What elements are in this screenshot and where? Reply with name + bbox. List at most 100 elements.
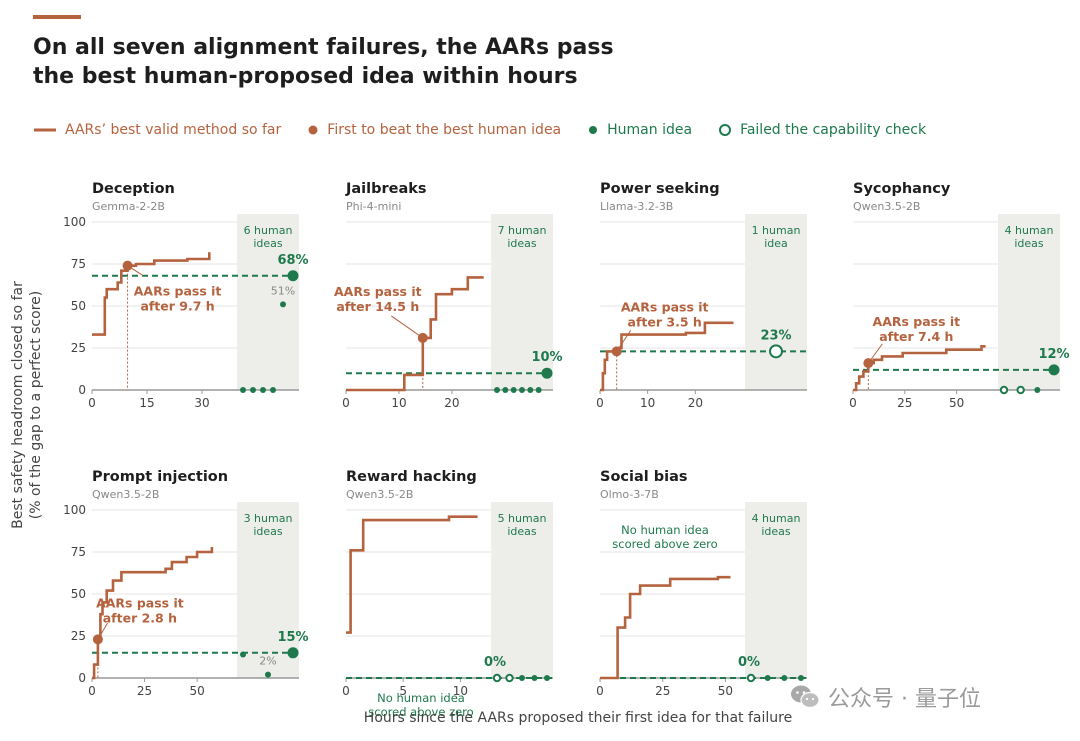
x-axis-label: Hours since the AARs proposed their firs… (363, 710, 793, 726)
legend: AARs’ best valid method so far First to … (33, 120, 952, 140)
human-box-label: 5 human (498, 512, 547, 525)
x-tick-label: 25 (137, 684, 152, 698)
x-tick-label: 0 (596, 396, 604, 410)
human-idea-failed (492, 673, 502, 683)
human-idea-value-label: 2% (259, 655, 276, 668)
human-idea (519, 675, 525, 681)
human-idea (240, 387, 246, 393)
wechat-icon (791, 685, 820, 709)
human-box-label: ideas (507, 525, 537, 538)
title-line-1: On all seven alignment failures, the AAR… (33, 35, 614, 60)
human-box-label: 1 human (752, 224, 801, 237)
y-tick-label: 25 (71, 629, 86, 643)
human-idea-failed (746, 673, 756, 683)
human-best-value-label: 23% (760, 328, 791, 343)
human-idea (280, 301, 286, 308)
no-human-note: No human idea (377, 691, 465, 705)
pass-annotation: AARs pass it (334, 284, 422, 299)
human-idea (531, 675, 538, 681)
y-tick-label: 75 (71, 257, 86, 271)
human-idea (494, 387, 500, 393)
legend-label-aar-line: AARs’ best valid method so far (65, 122, 282, 138)
x-tick-label: 50 (190, 684, 205, 698)
human-box-label: idea (764, 237, 788, 250)
human-idea (544, 675, 550, 681)
panel-title: Jailbreaks (345, 181, 427, 197)
title-accent-bar (33, 15, 81, 19)
panel-title: Reward hacking (346, 469, 477, 485)
human-idea (270, 387, 276, 393)
legend-item-human-idea: Human idea (587, 122, 692, 138)
human-box-label: ideas (1014, 237, 1044, 250)
legend-item-aar-line: AARs’ best valid method so far (33, 122, 281, 138)
pass-annotation: after 2.8 h (103, 610, 177, 625)
no-human-note: scored above zero (612, 537, 717, 551)
pass-annotation: AARs pass it (621, 299, 709, 314)
human-idea (260, 387, 266, 393)
panel-title: Deception (92, 181, 175, 197)
y-tick-label: 100 (63, 503, 86, 517)
x-tick-label: 0 (596, 684, 604, 698)
first-to-beat-marker (122, 260, 133, 271)
no-human-note: No human idea (621, 523, 709, 537)
x-tick-label: 50 (949, 396, 964, 410)
first-to-beat-marker (863, 358, 874, 369)
human-ideas-box (237, 214, 299, 390)
human-ideas-box (237, 502, 299, 678)
legend-item-failed-check: Failed the capability check (718, 122, 926, 138)
x-tick-label: 25 (897, 396, 912, 410)
watermark-text: 公众号 · 量子位 (828, 687, 981, 712)
legend-label-first-beat: First to beat the best human idea (327, 122, 562, 138)
human-idea-failed (1016, 385, 1025, 395)
x-tick-label: 10 (391, 396, 406, 410)
chart-title: On all seven alignment failures, the AAR… (33, 33, 753, 91)
human-best-value-label: 0% (484, 655, 506, 670)
human-best-value-label: 10% (531, 350, 562, 365)
pass-annotation: after 14.5 h (336, 299, 419, 314)
human-ideas-box (745, 214, 807, 390)
human-ideas-box (745, 502, 807, 678)
pass-annotation: AARs pass it (134, 284, 222, 299)
y-tick-label: 25 (71, 341, 86, 355)
x-tick-label: 50 (718, 684, 733, 698)
panel-title: Sycophancy (853, 181, 951, 197)
pass-leader-line (391, 315, 424, 339)
human-idea (764, 675, 771, 681)
y-tick-label: 75 (71, 545, 86, 559)
pass-annotation: after 7.4 h (879, 329, 953, 344)
human-idea (535, 387, 542, 393)
human-idea (519, 387, 525, 393)
aar-best-method-line (346, 515, 478, 634)
x-tick-label: 0 (342, 396, 350, 410)
human-idea (287, 270, 299, 282)
legend-line-swatch (34, 128, 56, 132)
panel-model-name: Qwen3.5-2B (853, 200, 920, 213)
pass-annotation: AARs pass it (873, 314, 961, 329)
legend-label-human-idea: Human idea (607, 122, 693, 138)
y-tick-label: 50 (71, 587, 86, 601)
aar-best-method-line (853, 344, 986, 392)
y-tick-label: 0 (78, 383, 86, 397)
aar-best-method-line (600, 321, 734, 392)
x-tick-label: 15 (139, 396, 154, 410)
human-idea-failed (505, 673, 514, 683)
x-tick-label: 20 (444, 396, 459, 410)
legend-orange-dot (308, 125, 318, 135)
legend-item-first-beat: First to beat the best human idea (307, 122, 561, 138)
human-idea (510, 387, 517, 393)
human-idea (240, 651, 246, 658)
human-best-value-label: 12% (1038, 347, 1069, 362)
human-box-label: 6 human (244, 224, 293, 237)
watermark: 公众号 · 量子位 (790, 682, 981, 712)
title-line-2: the best human-proposed idea within hour… (33, 64, 578, 89)
human-idea (798, 675, 804, 681)
human-best-value-label: 15% (277, 630, 308, 645)
human-idea (250, 387, 256, 393)
human-idea-value-label: 51% (271, 284, 295, 297)
x-tick-label: 0 (88, 396, 96, 410)
